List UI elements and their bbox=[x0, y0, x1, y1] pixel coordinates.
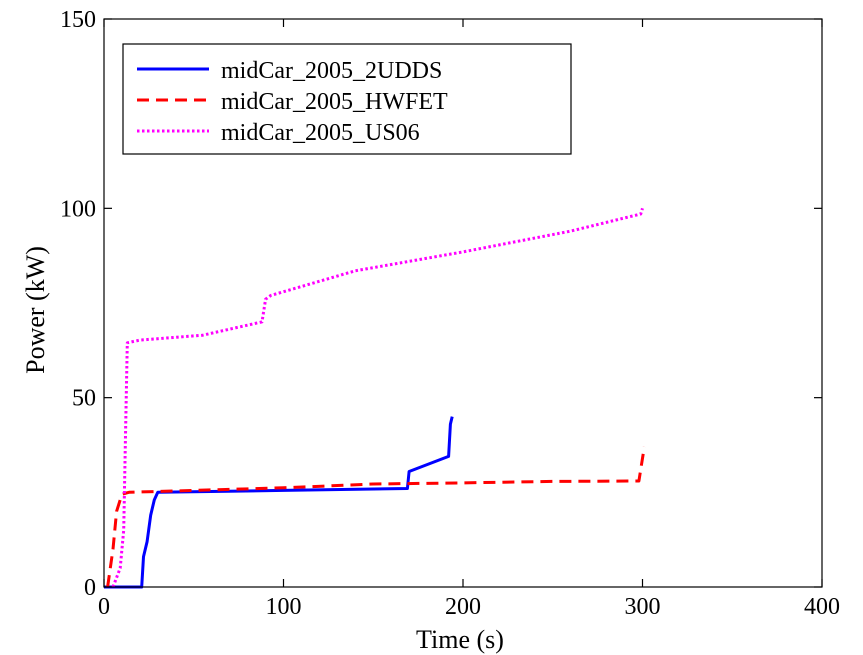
x-tick-label: 400 bbox=[804, 594, 840, 620]
y-axis-label: Power (kW) bbox=[21, 246, 50, 374]
legend-label-1: midCar_2005_2UDDS bbox=[221, 58, 442, 84]
series-line-3 bbox=[111, 207, 644, 588]
y-tick-label: 150 bbox=[60, 7, 96, 33]
y-tick-label: 50 bbox=[72, 386, 96, 412]
series-layer bbox=[104, 207, 646, 589]
series-line-1 bbox=[104, 416, 454, 589]
x-axis-label: Time (s) bbox=[416, 625, 504, 654]
x-tick-label: 100 bbox=[266, 594, 302, 620]
y-tick-label: 0 bbox=[84, 575, 96, 601]
x-tick-label: 200 bbox=[445, 594, 481, 620]
x-tick-label: 0 bbox=[98, 594, 110, 620]
legend: midCar_2005_2UDDS midCar_2005_HWFET midCar… bbox=[122, 43, 572, 155]
y-tick-label: 100 bbox=[60, 196, 96, 222]
x-tick-label: 300 bbox=[625, 594, 661, 620]
axes-layer: 0 100 200 300 400 0 50 100 150 bbox=[60, 7, 840, 620]
legend-label-3: midCar_2005_US06 bbox=[221, 120, 420, 146]
legend-label-2: midCar_2005_HWFET bbox=[221, 89, 448, 115]
series-line-2 bbox=[106, 446, 646, 588]
